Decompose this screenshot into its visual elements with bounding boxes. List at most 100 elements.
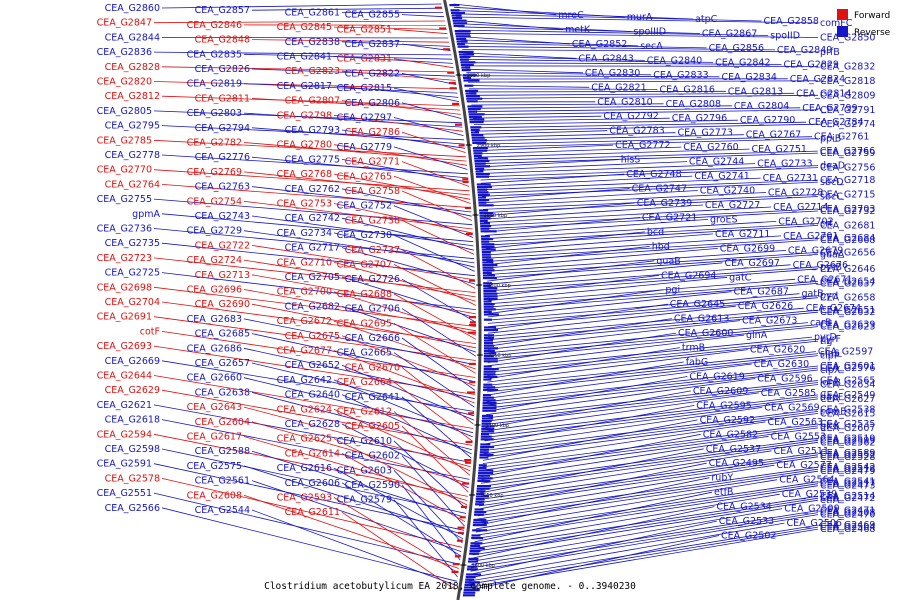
gene-label: CEA_G2691 [97,312,152,323]
tick-label: 2800 kbp [487,283,511,289]
leader-line [486,361,684,396]
reverse-gene-feature [461,69,471,72]
leader-line [251,303,476,349]
leader-line [487,349,748,383]
leader-line [161,213,474,243]
leader-line [487,278,796,305]
reverse-gene-feature [476,175,489,178]
reverse-gene-feature [483,352,496,355]
gene-label: rubY [711,473,733,484]
leader-line [486,246,650,266]
gene-label: CEA_G2857 [195,5,250,16]
leader-line [333,320,476,370]
leader-line [161,66,455,73]
gene-label: CEA_G2613 [674,314,729,325]
gene-label: CEA_G2815 [337,83,392,94]
gene-label: CEA_G2632 [820,307,875,318]
reverse-gene-feature [453,24,465,27]
leader-line [474,491,713,543]
gene-label: pyrI [820,291,838,302]
leader-line [463,55,645,61]
leader-line [485,235,782,256]
gene-label: CEA_G2752 [337,201,392,212]
gene-label: CEA_G2630 [754,359,809,370]
reverse-gene-feature [482,274,495,277]
gene-label: CEA_G2656 [820,247,875,258]
gene-label: comE [820,406,846,417]
leader-line [153,198,473,226]
leader-line [487,293,800,321]
leader-line [469,522,785,579]
leader-line [475,132,676,138]
gene-label: CEA_G2682 [285,301,340,312]
legend-forward-swatch [837,9,848,20]
legend: Forward Reverse [837,9,891,38]
leader-line [484,405,695,445]
reverse-gene-feature [482,269,495,272]
reverse-gene-feature [480,227,490,230]
gene-label: CEA_G2807 [285,96,340,107]
gene-label: CEA_G2739 [637,198,692,209]
reverse-gene-feature [466,568,478,571]
leader-line [475,481,819,533]
leader-line [393,411,471,476]
gene-label: CEA_G2695 [337,318,392,329]
leader-line [465,65,819,67]
reverse-gene-feature [479,209,489,212]
gene-label: CEA_G2784 [808,117,863,128]
gene-label: CEA_G2605 [345,421,400,432]
gene-label: crt [820,218,833,229]
gene-label: CEA_G2858 [764,16,819,27]
leader-line [393,175,471,204]
forward-gene-feature [449,87,457,90]
reverse-gene-feature [483,378,492,381]
gene-label: CEA_G2642 [277,375,332,386]
leader-line [486,237,819,259]
leader-line [476,477,710,526]
gene-label: CEA_G2803 [187,108,242,119]
reverse-gene-feature [465,576,476,579]
reverse-gene-feature [455,32,471,35]
leader-line [333,26,447,30]
forward-gene-feature [467,391,475,394]
gene-label: CEA_G2733 [757,159,812,170]
reverse-gene-feature [483,313,499,316]
reverse-gene-feature [468,560,478,563]
gene-label: clpP [820,351,840,362]
leader-line [251,186,472,213]
reverse-gene-feature [463,589,480,592]
reverse-gene-feature [481,425,495,428]
leader-line [153,463,465,531]
gene-label: CEA_G2671 [797,274,852,285]
forward-gene-feature [468,331,476,334]
reverse-gene-feature [482,277,497,280]
gene-label: CEA_G2669 [105,356,160,367]
leader-line [243,318,476,366]
leader-line [393,381,473,442]
gene-label: CEA_G2608 [187,490,242,501]
leader-line [483,411,819,455]
gene-label: CEA_G2578 [105,473,160,484]
gene-label: CEA_G2780 [277,140,332,151]
leader-line [243,377,474,434]
gene-label: CEA_G2770 [97,165,152,176]
leader-line [243,112,463,128]
gene-label: CEA_G2769 [187,167,242,178]
gene-label: CEA_G2645 [670,299,725,310]
leader-line [243,494,460,569]
leader-line [476,136,813,145]
reverse-gene-feature [484,342,493,345]
gene-label: CEA_G2776 [195,152,250,163]
gene-label: CEA_G2799 [802,103,857,114]
gene-label: CEA_G2604 [195,417,250,428]
gene-label: CEA_G2860 [105,3,160,14]
reverse-gene-feature [468,110,478,113]
leader-line [251,333,476,383]
leader-line [461,42,707,49]
reverse-gene-feature [484,344,494,347]
gene-label: CEA_G2792 [603,111,658,122]
gene-label: carB [810,318,831,329]
reverse-gene-feature [469,550,481,553]
gene-label: CEA_G2537 [706,444,761,455]
reverse-gene-feature [468,557,479,560]
